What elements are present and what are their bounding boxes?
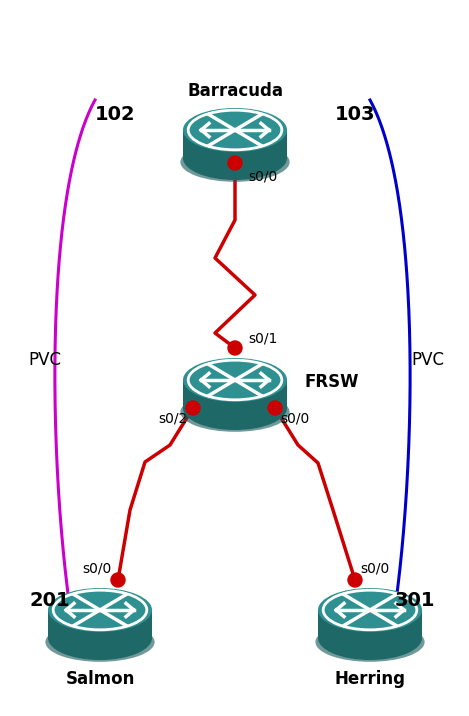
Circle shape bbox=[228, 156, 242, 170]
Polygon shape bbox=[48, 610, 152, 638]
Ellipse shape bbox=[183, 136, 287, 180]
Text: s0/0: s0/0 bbox=[280, 412, 309, 426]
Text: s0/1: s0/1 bbox=[248, 332, 277, 346]
Text: Barracuda: Barracuda bbox=[187, 82, 283, 100]
Ellipse shape bbox=[181, 142, 289, 182]
Text: s0/0: s0/0 bbox=[83, 562, 112, 576]
Text: s0/0: s0/0 bbox=[248, 170, 277, 184]
Ellipse shape bbox=[183, 386, 287, 430]
Text: 201: 201 bbox=[30, 591, 70, 609]
Ellipse shape bbox=[48, 588, 152, 632]
Ellipse shape bbox=[318, 616, 422, 660]
Circle shape bbox=[348, 573, 362, 587]
Circle shape bbox=[111, 573, 125, 587]
Text: 301: 301 bbox=[395, 591, 435, 609]
Polygon shape bbox=[183, 380, 287, 408]
Polygon shape bbox=[318, 610, 422, 638]
Ellipse shape bbox=[181, 392, 289, 432]
Polygon shape bbox=[183, 130, 287, 158]
Text: s0/2: s0/2 bbox=[159, 412, 188, 426]
Ellipse shape bbox=[183, 358, 287, 402]
Text: Salmon: Salmon bbox=[65, 670, 135, 688]
Text: 102: 102 bbox=[95, 105, 136, 125]
Text: PVC: PVC bbox=[411, 351, 445, 369]
Ellipse shape bbox=[48, 616, 152, 660]
Ellipse shape bbox=[315, 622, 424, 662]
Text: FRSW: FRSW bbox=[305, 373, 360, 391]
Circle shape bbox=[186, 401, 200, 415]
Text: 103: 103 bbox=[335, 105, 375, 125]
Text: s0/0: s0/0 bbox=[360, 562, 389, 576]
Text: Herring: Herring bbox=[334, 670, 406, 688]
Ellipse shape bbox=[183, 108, 287, 152]
Ellipse shape bbox=[45, 622, 155, 662]
Text: PVC: PVC bbox=[29, 351, 61, 369]
Circle shape bbox=[268, 401, 282, 415]
Ellipse shape bbox=[318, 588, 422, 632]
Circle shape bbox=[228, 341, 242, 355]
